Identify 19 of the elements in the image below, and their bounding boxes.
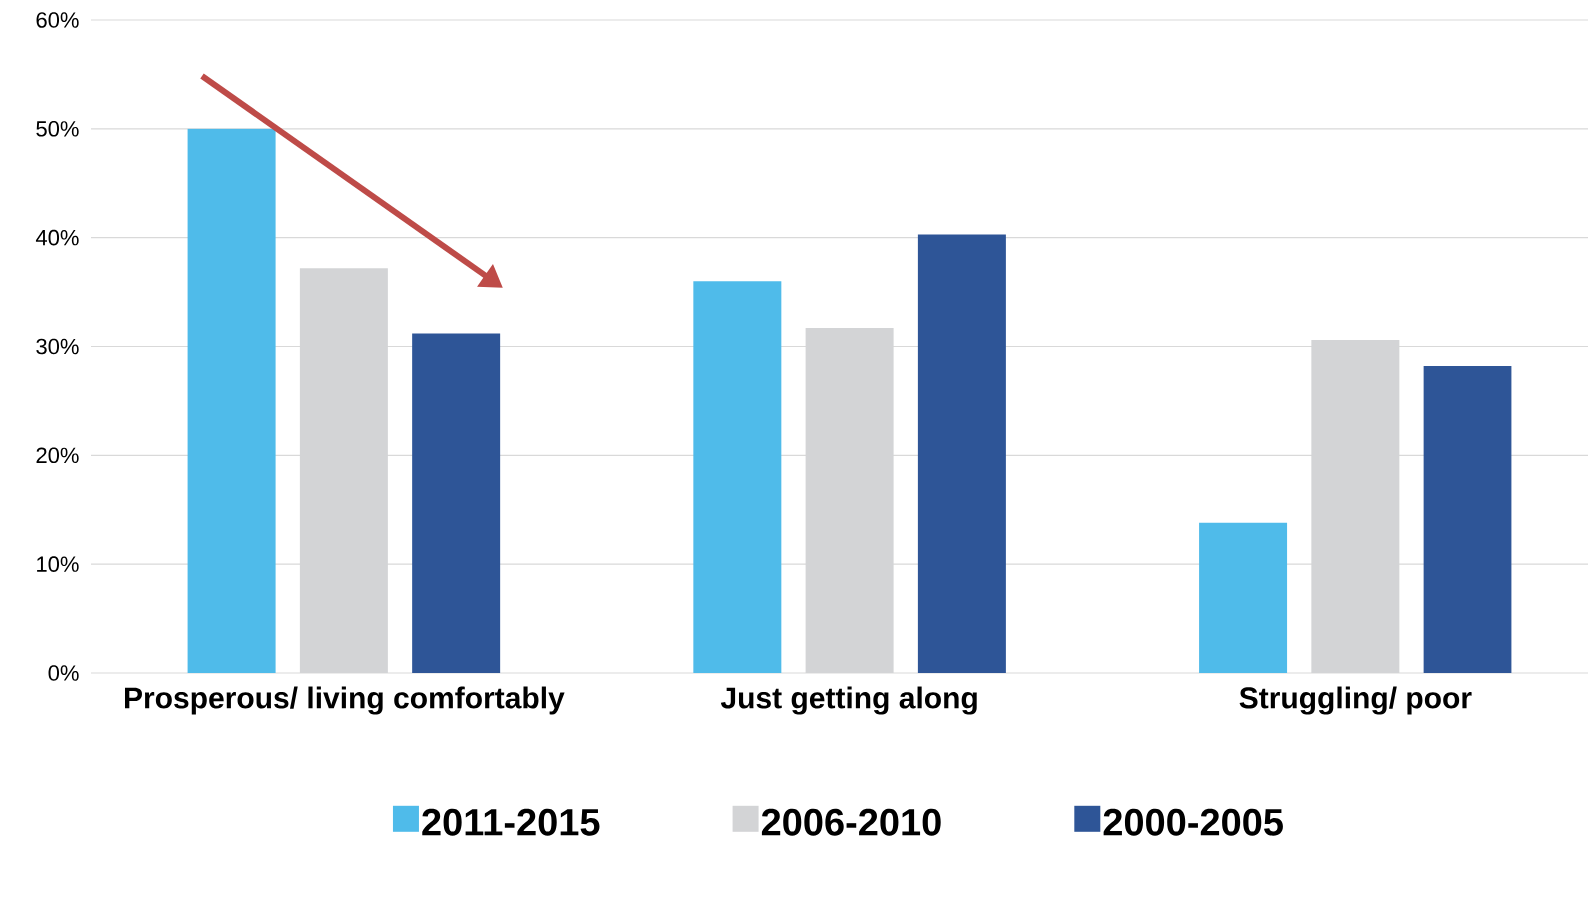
y-tick-label: 20%: [36, 447, 79, 464]
legend-label: 2011-2015: [422, 808, 600, 836]
bar: [1199, 522, 1288, 673]
bar: [187, 128, 276, 673]
y-tick-label: 40%: [35, 229, 79, 246]
bar: [1423, 366, 1512, 673]
legend-label: 2000-2005: [1103, 808, 1283, 836]
legend-label: 2006-2010: [761, 808, 941, 836]
bar: [693, 281, 782, 673]
x-tick-label: Prosperous/ living comfortably: [125, 686, 565, 715]
x-tick-label: Struggling/ poor: [1239, 686, 1472, 715]
y-tick-label: 30%: [36, 338, 79, 355]
y-tick-label: 50%: [36, 121, 79, 137]
y-tick-label: 10%: [37, 556, 79, 572]
bar: [412, 333, 501, 673]
x-tick-label: Just getting along: [720, 686, 977, 715]
y-tick-label: 0%: [48, 665, 79, 681]
y-tick-label: 60%: [36, 12, 79, 28]
bar: [917, 234, 1006, 673]
